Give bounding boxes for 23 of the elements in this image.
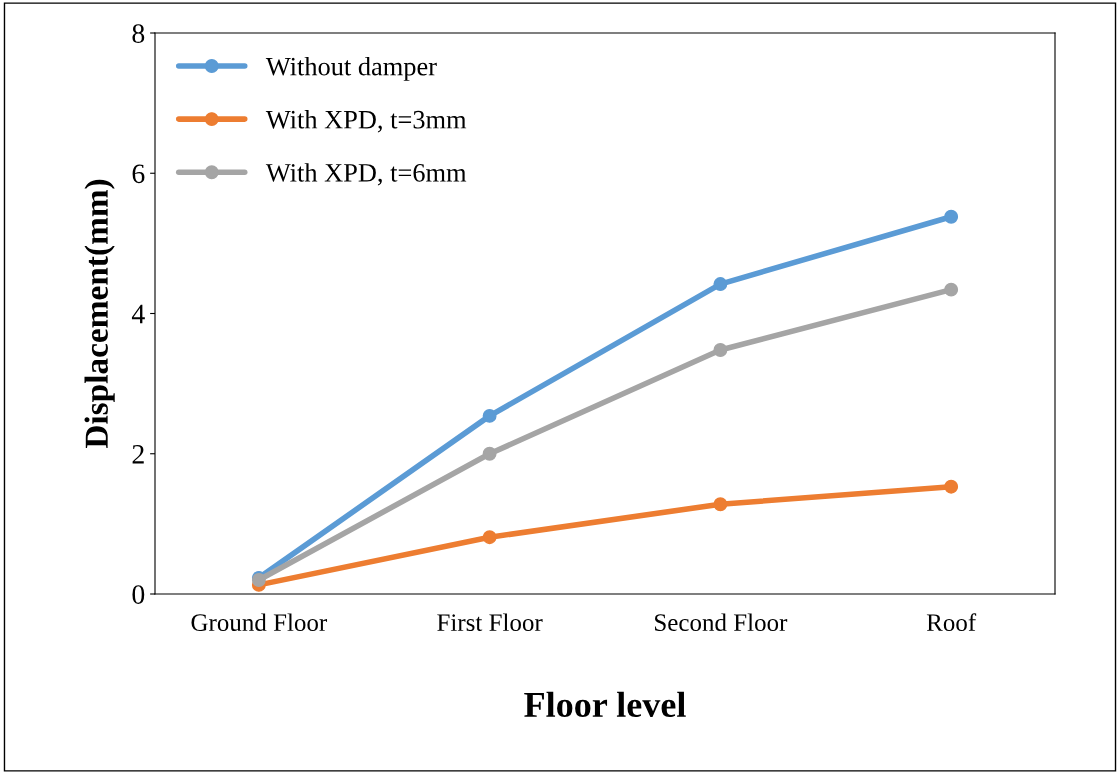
y-tick-label: 4	[131, 304, 145, 324]
y-tick-label: 0	[132, 585, 145, 604]
point	[713, 277, 728, 291]
x-tick-label: First Floor	[437, 613, 543, 632]
legend-label: Without damper	[265, 56, 437, 81]
point	[713, 343, 728, 357]
point	[482, 530, 497, 545]
y-tick-label: 6	[132, 164, 145, 184]
x-tick-label: Second Floor	[655, 613, 788, 632]
point	[944, 209, 959, 224]
point	[944, 282, 959, 297]
x-tick-label: Roof	[926, 613, 977, 632]
y-tick-label: 8	[132, 24, 145, 43]
point	[482, 446, 497, 461]
point	[713, 497, 728, 512]
point	[482, 408, 497, 423]
legend-label: With XPD, t=6mm	[265, 163, 467, 186]
y-tick-label: 2	[132, 444, 144, 464]
x-axis-title: Floor level	[524, 691, 686, 718]
y-axis-title: Displacement(mm)	[84, 179, 115, 449]
legend-label: With XPD, t=3mm	[265, 110, 467, 133]
point	[944, 479, 959, 494]
x-tick-label: Ground Floor	[191, 613, 328, 632]
